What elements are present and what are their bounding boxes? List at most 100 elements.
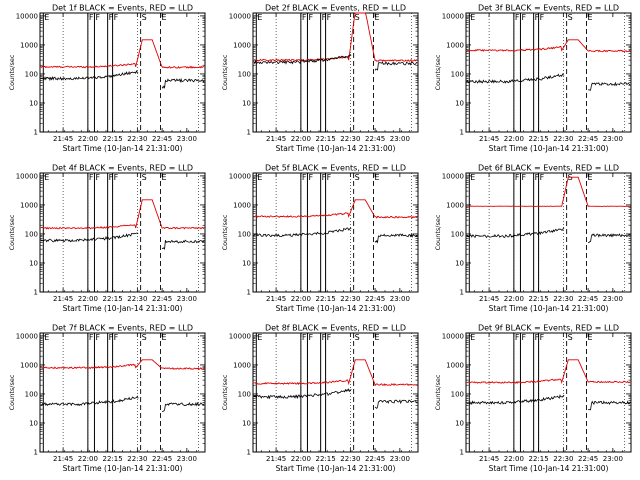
event-label: S — [142, 173, 147, 182]
x-tick-label: 21:45 — [53, 135, 73, 143]
y-axis-label: Counts/sec — [434, 214, 442, 250]
series-black-events — [161, 77, 205, 89]
panel-det-6: Det 6f BLACK = Events, RED = LLD 21:45 22:… — [434, 164, 632, 313]
x-tick-label: 22:15 — [103, 455, 123, 463]
event-label: F — [95, 173, 100, 182]
event-label: S — [355, 173, 360, 182]
series-black-events — [374, 399, 418, 409]
event-label: F — [302, 173, 307, 182]
event-label: F — [302, 13, 307, 22]
event-label: F — [308, 13, 313, 22]
event-label: F — [535, 333, 540, 342]
panel-title: Det 3f BLACK = Events, RED = LLD — [478, 4, 619, 13]
x-tick-label: 22:00 — [504, 295, 524, 303]
panel-det-3: Det 3f BLACK = Events, RED = LLD 21:45 22:… — [434, 4, 632, 153]
y-tick-label: 10 — [242, 419, 251, 427]
event-label: E — [374, 333, 379, 342]
x-tick-label: 23:00 — [390, 295, 410, 303]
y-tick-label: 10 — [455, 419, 464, 427]
event-label: E — [44, 173, 49, 182]
y-tick-label: 100 — [451, 70, 464, 78]
x-tick-label: 22:00 — [504, 135, 524, 143]
series-red-lld — [466, 359, 631, 385]
x-tick-label: 22:15 — [316, 455, 336, 463]
y-tick-label: 100 — [238, 390, 251, 398]
panel-title: Det 2f BLACK = Events, RED = LLD — [265, 4, 406, 13]
panel-det-2: Det 2f BLACK = Events, RED = LLD 21:45 22:… — [221, 4, 419, 153]
x-tick-label: 22:30 — [127, 135, 147, 143]
y-axis-label: Counts/sec — [434, 374, 442, 410]
y-tick-label: 100 — [25, 70, 38, 78]
y-tick-label: 1000 — [446, 41, 464, 49]
series-red-lld — [466, 39, 631, 53]
event-label: F — [327, 173, 332, 182]
x-axis-label: Start Time (10-Jan-14 21:31:00) — [276, 144, 396, 153]
y-tick-label: 1000 — [233, 361, 251, 369]
event-label: F — [109, 173, 114, 182]
plot-frame — [252, 12, 419, 133]
x-axis-label: Start Time (10-Jan-14 21:31:00) — [63, 304, 183, 313]
event-label: E — [44, 13, 49, 22]
y-axis-label: Counts/sec — [8, 374, 16, 410]
x-tick-label: 22:00 — [291, 295, 311, 303]
series-black-events — [466, 227, 565, 239]
y-tick-label: 1 — [247, 129, 251, 137]
x-axis-label: Start Time (10-Jan-14 21:31:00) — [489, 304, 609, 313]
y-tick-label: 10 — [242, 259, 251, 267]
series-red-lld — [253, 199, 418, 219]
x-tick-label: 22:00 — [291, 135, 311, 143]
series-black-events — [40, 395, 139, 407]
panel-det-5: Det 5f BLACK = Events, RED = LLD 21:45 22:… — [221, 164, 419, 313]
x-tick-label: 22:45 — [152, 295, 172, 303]
x-axis-label: Start Time (10-Jan-14 21:31:00) — [63, 144, 183, 153]
event-label: F — [89, 173, 94, 182]
event-label: F — [535, 173, 540, 182]
y-tick-label: 10000 — [229, 12, 251, 20]
panel-det-7: Det 7f BLACK = Events, RED = LLD 21:45 22:… — [8, 324, 206, 473]
y-tick-label: 100 — [238, 230, 251, 238]
x-tick-label: 22:45 — [578, 455, 598, 463]
panel-title: Det 8f BLACK = Events, RED = LLD — [265, 324, 406, 333]
x-tick-label: 23:00 — [177, 295, 197, 303]
y-tick-label: 10 — [29, 99, 38, 107]
event-label: E — [587, 173, 592, 182]
x-axis-label: Start Time (10-Jan-14 21:31:00) — [276, 304, 396, 313]
plot-frame — [465, 12, 632, 133]
x-tick-label: 22:30 — [553, 135, 573, 143]
series-black-events — [588, 81, 631, 91]
x-axis-label: Start Time (10-Jan-14 21:31:00) — [276, 464, 396, 473]
y-tick-label: 10000 — [16, 12, 38, 20]
x-tick-label: 22:45 — [578, 135, 598, 143]
event-label: S — [142, 333, 147, 342]
event-label: F — [322, 13, 327, 22]
x-axis-label: Start Time (10-Jan-14 21:31:00) — [63, 464, 183, 473]
y-tick-label: 10 — [242, 99, 251, 107]
event-label: F — [540, 333, 545, 342]
panel-det-1: Det 1f BLACK = Events, RED = LLD 21:45 22:… — [8, 4, 206, 153]
event-label: E — [470, 333, 475, 342]
y-tick-label: 1000 — [233, 41, 251, 49]
series-red-lld — [40, 39, 205, 69]
series-black-events — [466, 73, 565, 84]
y-tick-label: 10 — [29, 419, 38, 427]
y-tick-label: 1000 — [20, 201, 38, 209]
x-tick-label: 23:00 — [390, 455, 410, 463]
event-label: E — [257, 173, 262, 182]
x-tick-label: 22:45 — [365, 135, 385, 143]
event-label: E — [257, 13, 262, 22]
plot-frame — [39, 332, 206, 453]
y-tick-label: 1 — [460, 449, 464, 457]
y-tick-label: 1000 — [233, 201, 251, 209]
x-tick-label: 21:45 — [479, 135, 499, 143]
event-label: F — [114, 173, 119, 182]
y-tick-label: 1 — [460, 289, 464, 297]
y-tick-label: 10 — [455, 99, 464, 107]
y-tick-label: 1 — [247, 289, 251, 297]
series-black-events — [162, 401, 205, 412]
event-label: F — [515, 173, 520, 182]
y-axis-label: Counts/sec — [8, 54, 16, 90]
panel-title: Det 1f BLACK = Events, RED = LLD — [52, 4, 193, 13]
event-label: F — [521, 13, 526, 22]
x-tick-label: 21:45 — [479, 295, 499, 303]
event-label: E — [44, 333, 49, 342]
